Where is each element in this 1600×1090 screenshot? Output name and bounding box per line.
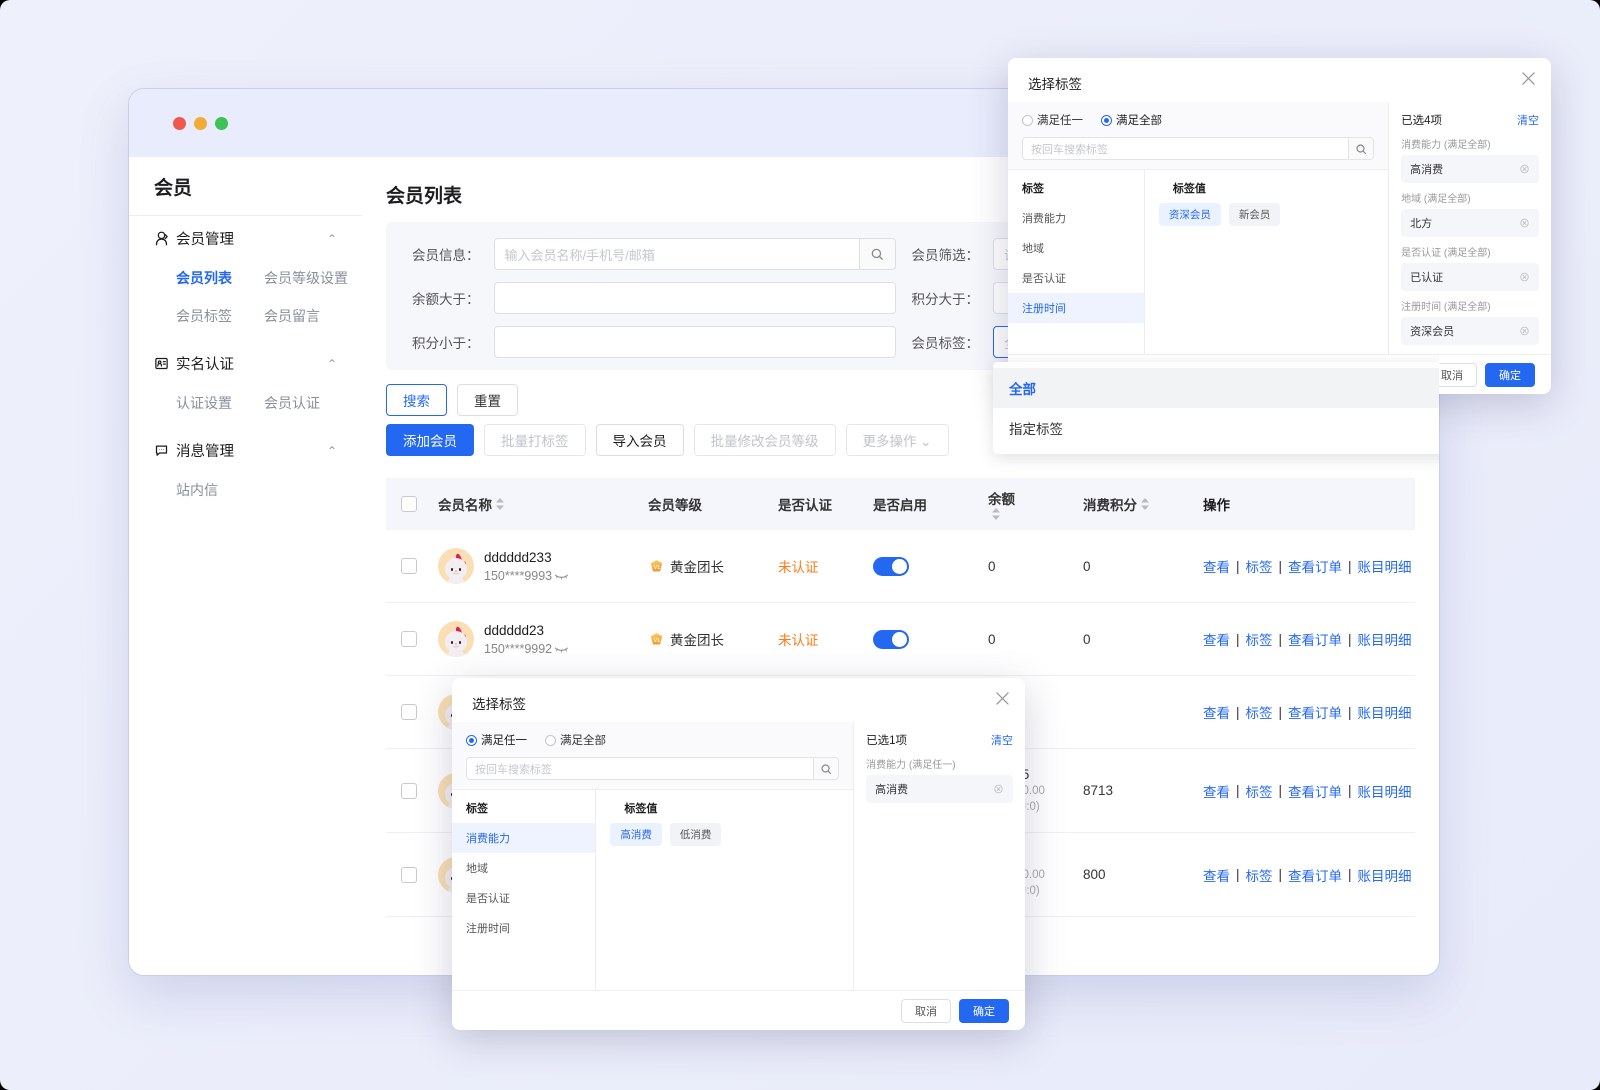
svg-text:V1: V1 [654,637,661,643]
svg-text:V1: V1 [654,564,661,570]
